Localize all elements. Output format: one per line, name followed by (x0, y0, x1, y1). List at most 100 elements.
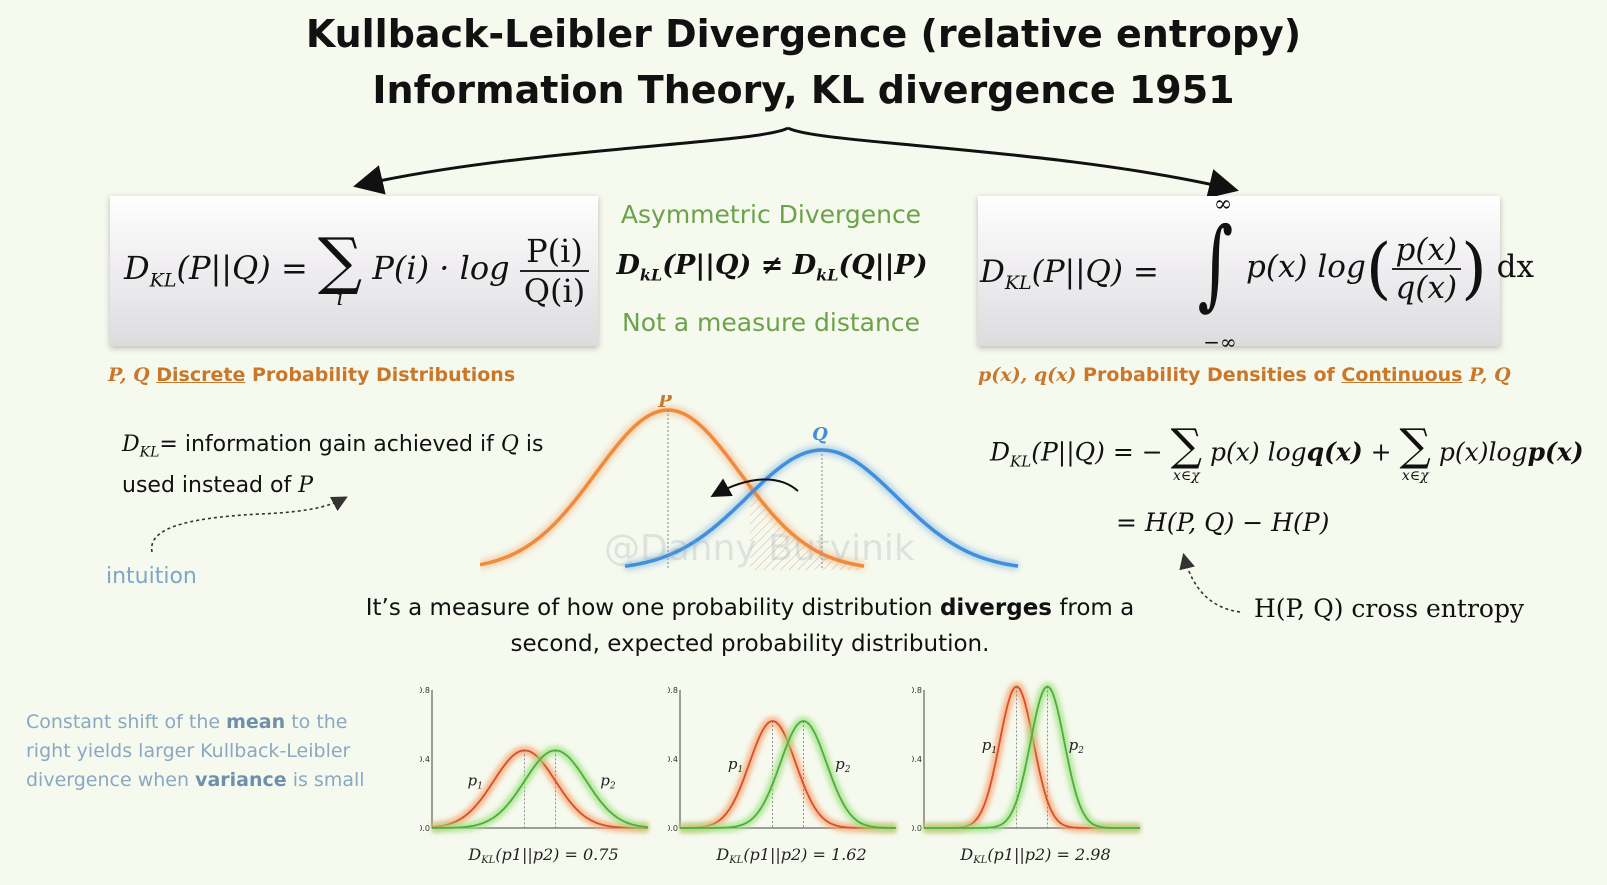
kl-chart-1: 0.8 0.4 0.0 p1 p2 DKL(p1||p2) = 0.75 (420, 686, 649, 866)
note-t2: to the (291, 711, 348, 733)
bell-q-label: Q (812, 424, 828, 445)
p1-label: p1 (468, 771, 483, 791)
def-part2: from a (1059, 595, 1135, 621)
intuition-t1: = information gain achieved if (159, 432, 494, 457)
y-tick-label: 0.0 (668, 824, 678, 833)
p2-label: p2 (1069, 736, 1085, 756)
def-line2: second, expected probability distributio… (510, 631, 990, 657)
p2-curve (680, 720, 896, 829)
caption-discrete: Discrete (156, 364, 246, 386)
definition-text: It’s a measure of how one probability di… (300, 590, 1200, 662)
kl-caption-d: D (959, 845, 973, 864)
sum-index: i (336, 286, 344, 311)
note-b1: mean (226, 711, 286, 733)
continuous-formula-box (978, 196, 1500, 346)
c-term: p(x) log (1246, 249, 1366, 285)
intuition-text: DKL= information gain achieved if Q is u… (122, 428, 592, 503)
note-t5: is small (292, 769, 365, 791)
overlap-region (750, 491, 865, 570)
continuous-caption: p(x), q(x) Probability Densities of Cont… (978, 364, 1511, 386)
ce-args: (P||Q) = − (1031, 437, 1163, 467)
p1-label-sub: 1 (991, 746, 997, 756)
continuous-integrand: p(x) log( p(x) q(x) ) dx (1246, 230, 1534, 307)
c-denominator: q(x) (1395, 269, 1458, 306)
p2-label: p2 (600, 771, 616, 791)
intuition-t3: used instead of (122, 473, 292, 499)
ce-sum2: ∑ (1399, 420, 1431, 471)
y-tick-label: 0.4 (668, 755, 678, 764)
p-curve (480, 408, 865, 568)
cross-entropy-label: H(P, Q) cross entropy (1254, 594, 1525, 623)
p2-label: p2 (835, 755, 851, 775)
discrete-numerator: P(i) (519, 232, 590, 272)
p2-glow (924, 681, 1140, 833)
ineq-right: (Q||P) (838, 250, 928, 281)
def-bold: diverges (939, 595, 1052, 621)
intuition-sub: KL (139, 444, 160, 461)
kl-caption-rest: (p1||p2) = 0.75 (495, 845, 618, 864)
intuition-t2: is (525, 432, 544, 457)
kl-caption-sub: KL (972, 855, 987, 866)
discrete-formula: DKL(P||Q) = ∑ i P(i) · log P(i) Q(i) (124, 230, 590, 311)
p2-curve (432, 749, 649, 829)
ineq-sub2: kL (816, 265, 839, 285)
kl-caption: DKL(p1||p2) = 0.75 (467, 845, 618, 866)
y-tick-label: 0.4 (912, 755, 922, 764)
p2-label-sub: 2 (1077, 746, 1084, 756)
title-line-2: Information Theory, KL divergence 1951 (372, 68, 1235, 112)
kl-caption-sub: KL (480, 855, 495, 866)
ce-plus: + (1370, 437, 1392, 467)
c-sub: KL (1004, 272, 1032, 295)
y-tick-label: 0.0 (420, 824, 430, 833)
right-branch-arrow (787, 126, 1239, 199)
cross-entropy-arrow (1179, 552, 1241, 613)
inequality: DkL(P||Q) ≠ DkL(Q||P) (610, 250, 934, 284)
ineq-d2: D (792, 250, 817, 281)
caption-rest: Probability Distributions (251, 364, 516, 386)
discrete-caption: P, Q Discrete Probability Distributions (108, 364, 515, 386)
caption-px: p(x), q(x) (978, 364, 1077, 386)
side-note: Constant shift of the mean to the right … (26, 708, 406, 795)
note-b2: variance (195, 769, 287, 791)
title-line-1: Kullback-Leibler Divergence (relative en… (305, 12, 1302, 56)
p2-glow (680, 716, 896, 833)
kl-caption-rest: (p1||p2) = 2.98 (987, 845, 1110, 864)
p1-label-sub: 1 (477, 781, 483, 791)
intuition-arrow (150, 496, 348, 553)
not-distance-label: Not a measure distance (622, 308, 920, 337)
c-d: D (980, 254, 1005, 290)
ce-term1-bold: q(x) (1306, 437, 1363, 467)
ce-term2: p(x)log (1438, 437, 1528, 467)
ineq-left: (P||Q) ≠ (662, 250, 784, 281)
shift-arrow (710, 478, 799, 497)
bell-p-label: P (657, 395, 672, 412)
ce-idx1: x∈χ (1172, 468, 1200, 484)
p2-label-sub: 2 (844, 765, 851, 775)
caption-pq2: P, Q (1469, 364, 1511, 386)
caption-mid: Probability Densities of (1083, 364, 1335, 386)
d-subscript: KL (149, 269, 177, 292)
y-tick-label: 0.8 (420, 686, 430, 695)
ineq-sub1: kL (639, 265, 663, 285)
p2-label-sub: 2 (609, 781, 616, 791)
c-numerator: p(x) (1391, 232, 1462, 270)
ce-d: D (990, 437, 1011, 467)
note-t3: right yields larger Kullback-Leibler (26, 740, 351, 762)
p1-label-sub: 1 (737, 765, 743, 775)
kl-caption-sub: KL (728, 855, 743, 866)
kl-caption-rest: (p1||p2) = 1.62 (743, 845, 866, 864)
bell-curves: P Q (480, 395, 1019, 571)
ce-sum1: ∑ (1170, 420, 1203, 471)
ineq-d1: D (616, 250, 640, 281)
left-branch-arrow (353, 126, 789, 195)
discrete-term: P(i) · log (372, 249, 510, 287)
intuition-p: P (298, 473, 314, 499)
intuition-d: D (122, 432, 140, 457)
ce-term1: p(x) log (1210, 437, 1307, 467)
ce-idx2: x∈χ (1401, 468, 1429, 484)
kl-chart-2: 0.8 0.4 0.0 p1 p2 DKL(p1||p2) = 1.62 (668, 686, 896, 866)
kl-caption-d: D (715, 845, 729, 864)
discrete-denominator: Q(i) (523, 271, 586, 310)
y-tick-label: 0.8 (912, 686, 922, 695)
ce-sub: KL (1010, 452, 1032, 471)
